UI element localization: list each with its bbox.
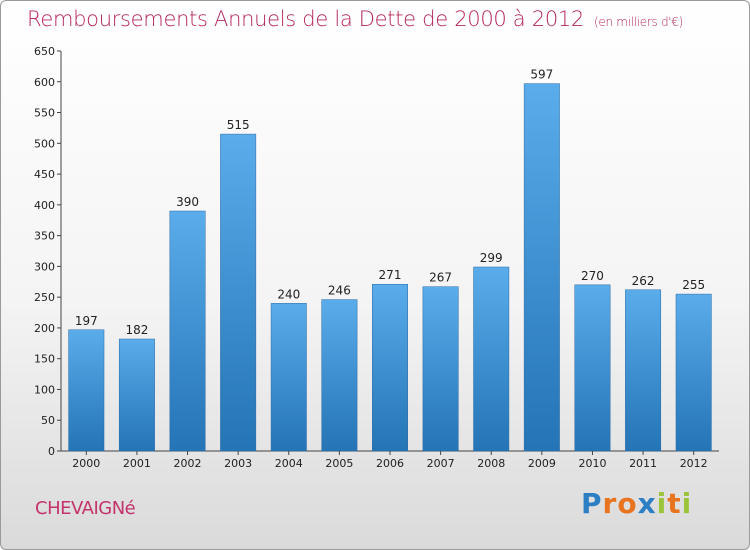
logo-letter: r — [602, 487, 618, 520]
x-tick-label-2010: 2010 — [578, 457, 606, 470]
bar-2004 — [270, 303, 307, 452]
y-tick-label: 50 — [41, 414, 55, 427]
logo-letter: o — [617, 487, 638, 520]
logo-letter: i — [656, 487, 668, 520]
bar-2005 — [321, 299, 358, 452]
y-tick-label: 100 — [34, 383, 55, 396]
data-label-2000: 197 — [75, 314, 98, 328]
x-tick-label-2007: 2007 — [427, 457, 455, 470]
data-label-2011: 262 — [632, 274, 655, 288]
data-label-2010: 270 — [581, 269, 604, 283]
data-label-2007: 267 — [429, 271, 452, 285]
commune-name: CHEVAIGNé — [35, 498, 136, 519]
bar-2009 — [523, 83, 560, 452]
logo-letter: i — [681, 487, 693, 520]
bar-2010 — [574, 284, 611, 452]
y-tick-label: 350 — [34, 230, 55, 243]
bar-2008 — [473, 266, 510, 452]
y-tick-label: 500 — [34, 137, 55, 150]
bar-2006 — [372, 283, 408, 452]
data-label-2006: 271 — [379, 268, 402, 282]
bar-2003 — [220, 133, 257, 452]
bar-2000 — [68, 329, 105, 452]
x-tick-label-2005: 2005 — [325, 457, 353, 470]
x-tick-label-2012: 2012 — [680, 457, 708, 470]
x-tick-label-2011: 2011 — [629, 457, 657, 470]
y-tick-label: 150 — [34, 353, 55, 366]
y-tick-label: 550 — [34, 107, 55, 120]
bar-2012 — [675, 293, 712, 452]
y-tick-label: 250 — [34, 291, 55, 304]
y-tick-label: 450 — [34, 168, 55, 181]
chart-title: Remboursements Annuels de la Dette de 20… — [27, 7, 683, 31]
data-label-2005: 246 — [328, 284, 351, 298]
x-tick-label-2001: 2001 — [123, 457, 151, 470]
bar-2011 — [625, 289, 662, 452]
y-tick-label: 400 — [34, 199, 55, 212]
data-label-2009: 597 — [530, 68, 553, 82]
logo-letter: t — [667, 487, 682, 520]
data-label-2001: 182 — [125, 323, 148, 337]
y-tick-label: 600 — [34, 76, 55, 89]
x-tick-label-2008: 2008 — [477, 457, 505, 470]
y-tick-label: 0 — [48, 445, 55, 458]
data-label-2012: 255 — [682, 278, 705, 292]
x-tick-label-2003: 2003 — [224, 457, 252, 470]
x-tick-label-2004: 2004 — [275, 457, 303, 470]
y-tick-label: 650 — [34, 45, 55, 58]
x-tick-label-2009: 2009 — [528, 457, 556, 470]
x-tick-label-2006: 2006 — [376, 457, 404, 470]
logo-letter: x — [637, 487, 657, 520]
x-tick-label-2002: 2002 — [174, 457, 202, 470]
bar-2002 — [169, 210, 206, 452]
y-tick-label: 200 — [34, 322, 55, 335]
bar-2001 — [118, 338, 155, 452]
data-label-2004: 240 — [277, 287, 300, 301]
data-label-2002: 390 — [176, 195, 199, 209]
proxiti-logo: Proxiti — [581, 487, 692, 520]
data-label-2003: 515 — [227, 118, 250, 132]
chart-title-text: Remboursements Annuels de la Dette de 20… — [27, 7, 584, 31]
data-label-2008: 299 — [480, 251, 503, 265]
bar-2007 — [422, 286, 459, 452]
y-tick-label: 300 — [34, 260, 55, 273]
logo-letter: P — [581, 487, 603, 520]
chart-subtitle: (en milliers d'€) — [594, 15, 684, 29]
x-tick-label-2000: 2000 — [72, 457, 100, 470]
